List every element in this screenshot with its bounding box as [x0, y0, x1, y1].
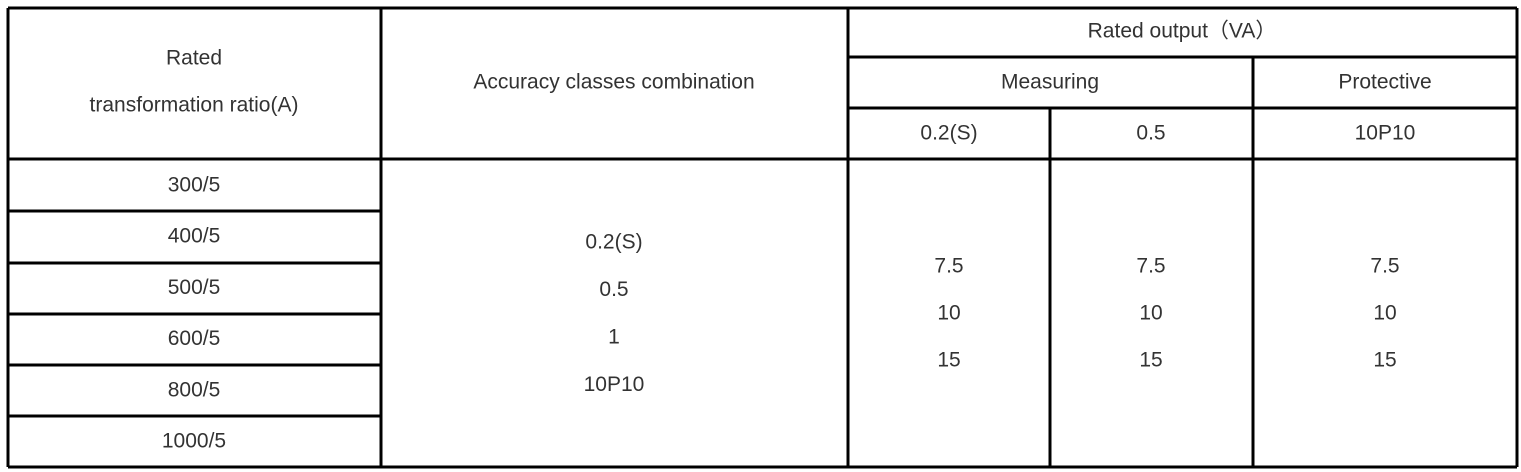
- output-value: 7.5: [1370, 255, 1399, 278]
- header-cell: Measuring: [1001, 71, 1099, 94]
- header-cell: transformation ratio(A): [90, 94, 299, 117]
- header-cell: Protective: [1338, 71, 1431, 94]
- output-value: 7.5: [934, 255, 963, 278]
- output-value: 7.5: [1136, 255, 1165, 278]
- output-value: 15: [937, 349, 960, 372]
- ratio-cell: 800/5: [168, 378, 221, 401]
- header-cell: Rated: [166, 47, 222, 70]
- table-borders: [6, 6, 1519, 469]
- ratio-cell: 400/5: [168, 225, 221, 248]
- ratio-cell: 500/5: [168, 276, 221, 299]
- accuracy-class: 10P10: [584, 373, 645, 396]
- ratio-cell: 300/5: [168, 174, 221, 197]
- accuracy-class: 0.2(S): [585, 231, 642, 254]
- output-value: 15: [1373, 349, 1396, 372]
- header-cell: Rated output（VA）: [1088, 20, 1277, 43]
- output-value: 10: [1139, 302, 1162, 325]
- accuracy-class: 0.5: [599, 278, 628, 301]
- output-value: 15: [1139, 349, 1162, 372]
- ratio-cell: 600/5: [168, 327, 221, 350]
- subheader-cell: 0.5: [1136, 122, 1165, 145]
- subheader-cell: 10P10: [1355, 122, 1416, 145]
- subheader-cell: 0.2(S): [920, 122, 977, 145]
- header-cell: Accuracy classes combination: [473, 71, 754, 94]
- accuracy-class: 1: [608, 326, 620, 349]
- output-value: 10: [937, 302, 960, 325]
- ratio-cell: 1000/5: [162, 430, 226, 453]
- output-value: 10: [1373, 302, 1396, 325]
